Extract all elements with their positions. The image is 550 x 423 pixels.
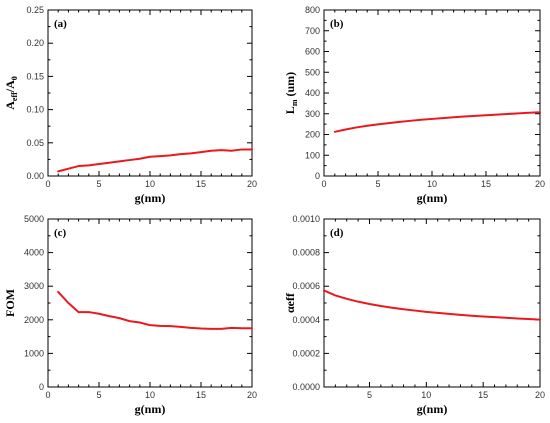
chart-panel-2: 0 5 10 15 200100200300400500600700800(b)g(nm… [283,5,545,205]
y-axis-label-subscript: eff [10,92,19,101]
x-tick-label: 15 [196,390,206,400]
x-tick-label: 15 [196,179,206,189]
y-tick-label: 0.05 [26,138,44,148]
y-tick-label: 800 [305,5,320,15]
y-tick-label: 500 [305,67,320,77]
panel-label: (c) [54,227,67,239]
y-tick-label: 1000 [24,348,44,358]
y-axis-label-subscript: m [290,99,299,106]
y-tick-label: 0 [39,382,44,392]
y-tick-label: 0.0004 [292,315,320,325]
x-tick-label: 10 [145,390,155,400]
y-tick-label: 3000 [24,281,44,291]
y-tick-label: 200 [305,130,320,140]
x-tick-label: 20 [535,390,545,400]
y-axis-label-part: FOM [3,289,17,317]
y-tick-label: 700 [305,26,320,36]
panel-label: (b) [330,18,344,30]
series-line-1 [57,290,253,330]
x-tick-label: 20 [535,179,545,189]
chart-panel-4: 5 10 15 20 0.0000 0.0002 0.0004 0.0006 0.0008 0.0… [283,214,545,416]
series-line-1 [323,289,541,321]
y-tick-label: 0 [315,171,320,181]
x-tick-label: 5 [375,179,380,189]
plot-frame [47,218,253,388]
y-tick-label: 0.0000 [292,382,320,392]
series-line-1 [333,111,541,133]
y-tick-label: 300 [305,109,320,119]
y-axis-label: FOM [3,289,17,317]
y-axis-label-subscript: 0 [10,76,19,80]
y-tick-label: 600 [305,47,320,57]
y-tick-label: 400 [305,88,320,98]
y-axis-label-part: /A [3,80,17,93]
x-tick-label: 10 [145,179,155,189]
x-tick-label: 5 [367,390,372,400]
plot-frame [323,9,541,177]
y-tick-label: 0.0002 [292,348,320,358]
y-axis-label-part: L [283,106,297,114]
x-tick-label: 0 [321,179,326,189]
x-tick-label: 0 [45,390,50,400]
y-axis-label: αeff [283,292,297,313]
x-axis-label: g(nm) [417,402,448,416]
x-tick-label: 5 [96,179,101,189]
x-axis-label: g(nm) [135,191,166,205]
x-tick-label: 10 [427,179,437,189]
y-axis-label: Lm (um) [283,72,299,114]
y-tick-label: 0.10 [26,105,44,115]
y-tick-label: 0.25 [26,5,44,15]
y-axis-label-part: A [3,101,17,110]
y-axis-label: Aeff/A0 [3,76,19,110]
y-tick-label: 0.00 [26,171,44,181]
y-tick-label: 100 [305,150,320,160]
y-tick-label: 0.0010 [292,214,320,224]
panel-label: (a) [54,18,67,30]
series-line-1 [57,148,253,173]
x-tick-label: 15 [478,390,488,400]
x-axis-label: g(nm) [135,402,166,416]
y-tick-label: 5000 [24,214,44,224]
x-tick-label: 20 [247,390,257,400]
y-tick-label: 4000 [24,248,44,258]
x-axis-label: g(nm) [417,191,448,205]
x-tick-label: 5 [96,390,101,400]
x-tick-label: 10 [421,390,431,400]
chart-panel-1: 0 5 10 15 20 0.00 0.05 0.10 0.15 0.20 0.25 (a) g(nm)… [3,5,257,205]
y-tick-label: 0.20 [26,38,44,48]
y-tick-label: 0.0006 [292,281,320,291]
y-tick-label: 0.0008 [292,248,320,258]
y-tick-label: 0.15 [26,71,44,81]
plot-frame [323,218,541,388]
chart-panel-3: 0 5 10 15 20 0 1000 2000 3000 4000 5000 (c) g(nm) FOM [3,214,257,416]
x-tick-label: 15 [481,179,491,189]
y-axis-label-part: αeff [283,292,297,313]
y-axis-label-part: (um) [283,72,297,100]
x-tick-label: 0 [45,179,50,189]
y-tick-label: 2000 [24,315,44,325]
x-tick-label: 20 [247,179,257,189]
panel-label: (d) [330,227,344,239]
